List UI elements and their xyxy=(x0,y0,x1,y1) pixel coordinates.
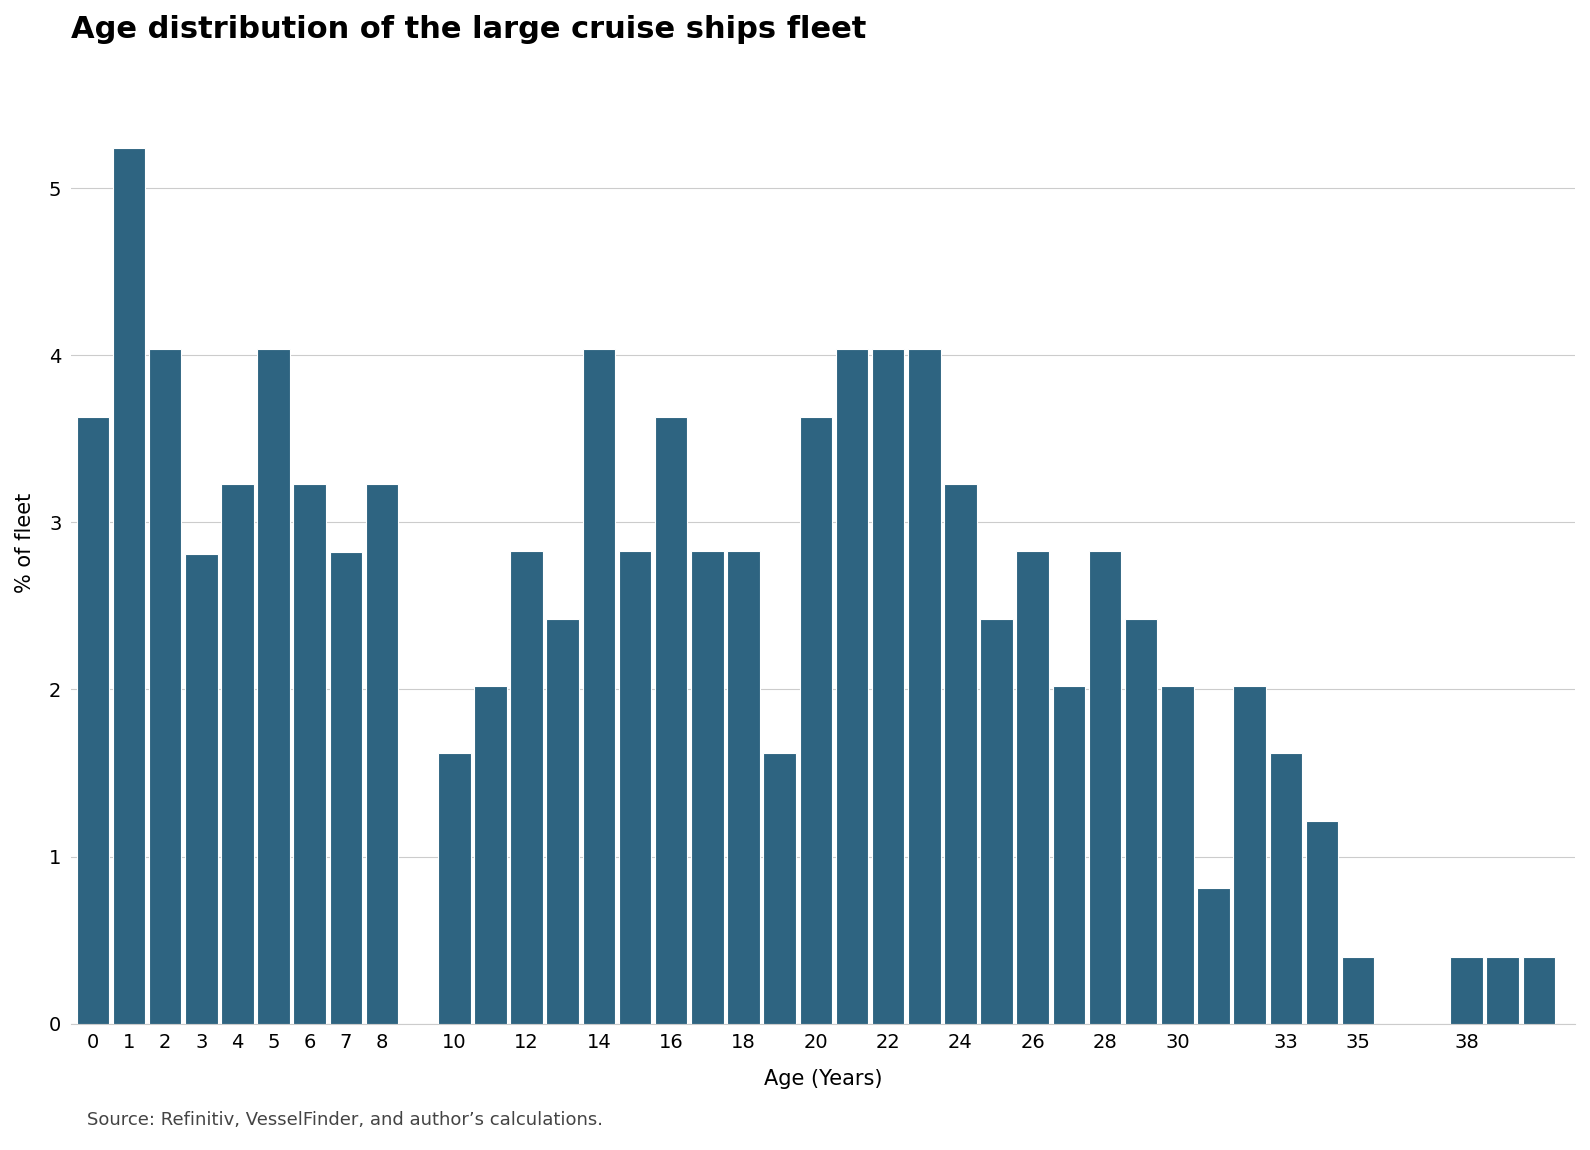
Bar xyxy=(836,348,868,1024)
Bar xyxy=(763,753,797,1024)
Bar xyxy=(547,620,579,1024)
Bar xyxy=(1197,888,1229,1024)
Bar xyxy=(1269,753,1302,1024)
Bar xyxy=(655,417,687,1024)
Bar xyxy=(184,554,218,1024)
Bar xyxy=(474,687,507,1024)
Bar xyxy=(221,484,254,1024)
Bar xyxy=(727,551,760,1024)
Bar xyxy=(981,620,1013,1024)
Bar xyxy=(944,484,976,1024)
Bar xyxy=(582,348,615,1024)
Bar xyxy=(1161,687,1194,1024)
Bar xyxy=(1523,957,1555,1024)
Bar xyxy=(619,551,652,1024)
Bar xyxy=(258,348,289,1024)
Bar xyxy=(1450,957,1483,1024)
Bar xyxy=(908,348,941,1024)
Bar xyxy=(149,348,181,1024)
Bar xyxy=(113,148,145,1024)
Bar xyxy=(76,417,110,1024)
Bar xyxy=(1053,687,1084,1024)
Bar xyxy=(1016,551,1049,1024)
Bar xyxy=(692,551,723,1024)
Bar xyxy=(1234,687,1266,1024)
Bar xyxy=(871,348,905,1024)
Bar xyxy=(439,753,471,1024)
Bar xyxy=(800,417,832,1024)
Y-axis label: % of fleet: % of fleet xyxy=(14,493,35,593)
Bar xyxy=(1305,821,1339,1024)
Text: Source: Refinitiv, VesselFinder, and author’s calculations.: Source: Refinitiv, VesselFinder, and aut… xyxy=(87,1111,604,1129)
Bar xyxy=(1487,957,1518,1024)
X-axis label: Age (Years): Age (Years) xyxy=(763,1070,882,1089)
Bar xyxy=(1124,620,1158,1024)
Bar xyxy=(366,484,398,1024)
Text: Age distribution of the large cruise ships fleet: Age distribution of the large cruise shi… xyxy=(72,15,867,44)
Bar xyxy=(510,551,542,1024)
Bar xyxy=(294,484,326,1024)
Bar xyxy=(1342,957,1374,1024)
Bar xyxy=(329,552,363,1024)
Bar xyxy=(1089,551,1121,1024)
